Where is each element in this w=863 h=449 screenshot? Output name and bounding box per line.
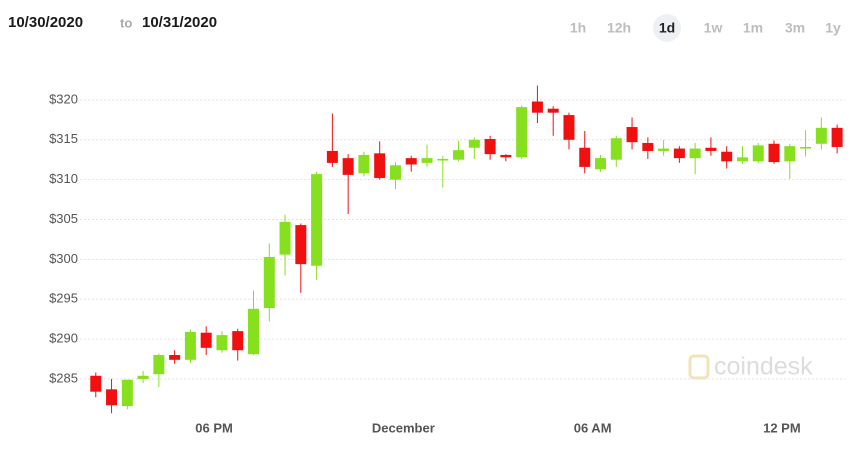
candle-body	[500, 154, 512, 158]
range-button[interactable]: 12h	[607, 20, 631, 36]
candle-body	[200, 332, 212, 348]
y-tick-label: $315	[49, 131, 78, 146]
candle-body	[263, 256, 275, 308]
selected-range-bg	[653, 14, 681, 42]
candle-body	[326, 150, 338, 163]
range-button[interactable]: 1m	[743, 20, 763, 36]
candle-body	[232, 331, 244, 351]
y-tick-label: $285	[49, 370, 78, 385]
candle-body	[484, 138, 496, 155]
candle-body	[579, 147, 591, 167]
candle-body	[216, 335, 228, 351]
candle-body	[563, 115, 575, 140]
candle-body	[184, 331, 196, 360]
x-tick-label: 06 AM	[574, 420, 612, 435]
candle-body	[468, 139, 480, 148]
candle-body	[610, 138, 622, 160]
candle-body	[595, 158, 607, 170]
candle-body	[831, 127, 843, 147]
candle-body	[169, 355, 181, 360]
date-separator: to	[120, 15, 132, 30]
candle-body	[689, 148, 701, 159]
candle-body	[673, 148, 685, 159]
y-tick-label: $300	[49, 251, 78, 266]
candle-body	[437, 158, 449, 161]
candle-body	[531, 101, 543, 113]
candle-body	[626, 127, 638, 143]
candle-body	[705, 147, 717, 151]
x-tick-label: 06 PM	[195, 420, 233, 435]
watermark-icon	[688, 354, 710, 380]
candle-body	[279, 221, 291, 255]
candle-body	[752, 145, 764, 162]
candle-body	[721, 151, 733, 162]
candle-body	[815, 127, 827, 144]
candle-body	[121, 379, 133, 407]
candle-body	[453, 150, 465, 160]
watermark-text: coindesk	[714, 353, 813, 381]
candle-body	[547, 108, 559, 113]
candle-body	[106, 389, 118, 406]
range-button[interactable]: 1w	[704, 20, 723, 36]
x-tick-label: December	[372, 420, 435, 435]
range-button[interactable]: 1h	[570, 20, 586, 36]
candle-body	[358, 154, 370, 174]
candle-body	[405, 158, 417, 165]
candle-body	[248, 308, 260, 355]
candle-body	[389, 165, 401, 180]
date-to: 10/31/2020	[142, 14, 217, 31]
candle-body	[768, 143, 780, 163]
candle-body	[784, 146, 796, 162]
candle-body	[311, 174, 323, 266]
y-tick-label: $320	[49, 91, 78, 106]
candle-body	[90, 375, 102, 392]
candle-body	[736, 157, 748, 162]
candle-body	[374, 153, 386, 179]
candle-body	[153, 355, 165, 375]
candle-body	[642, 142, 654, 151]
range-button[interactable]: 3m	[785, 20, 805, 36]
candle-body	[295, 225, 307, 265]
candle-body	[421, 158, 433, 163]
candle-body	[516, 107, 528, 158]
y-tick-label: $290	[49, 331, 78, 346]
x-tick-label: 12 PM	[763, 420, 801, 435]
y-tick-label: $310	[49, 171, 78, 186]
date-from: 10/30/2020	[8, 14, 83, 31]
candle-body	[342, 158, 354, 175]
watermark: coindesk	[688, 353, 813, 381]
candle-body	[137, 375, 149, 379]
y-tick-label: $305	[49, 211, 78, 226]
range-button[interactable]: 1d	[659, 20, 675, 36]
y-tick-label: $295	[49, 291, 78, 306]
candle-body	[658, 148, 670, 151]
range-button[interactable]: 1y	[825, 20, 841, 36]
candle-body	[800, 146, 812, 149]
